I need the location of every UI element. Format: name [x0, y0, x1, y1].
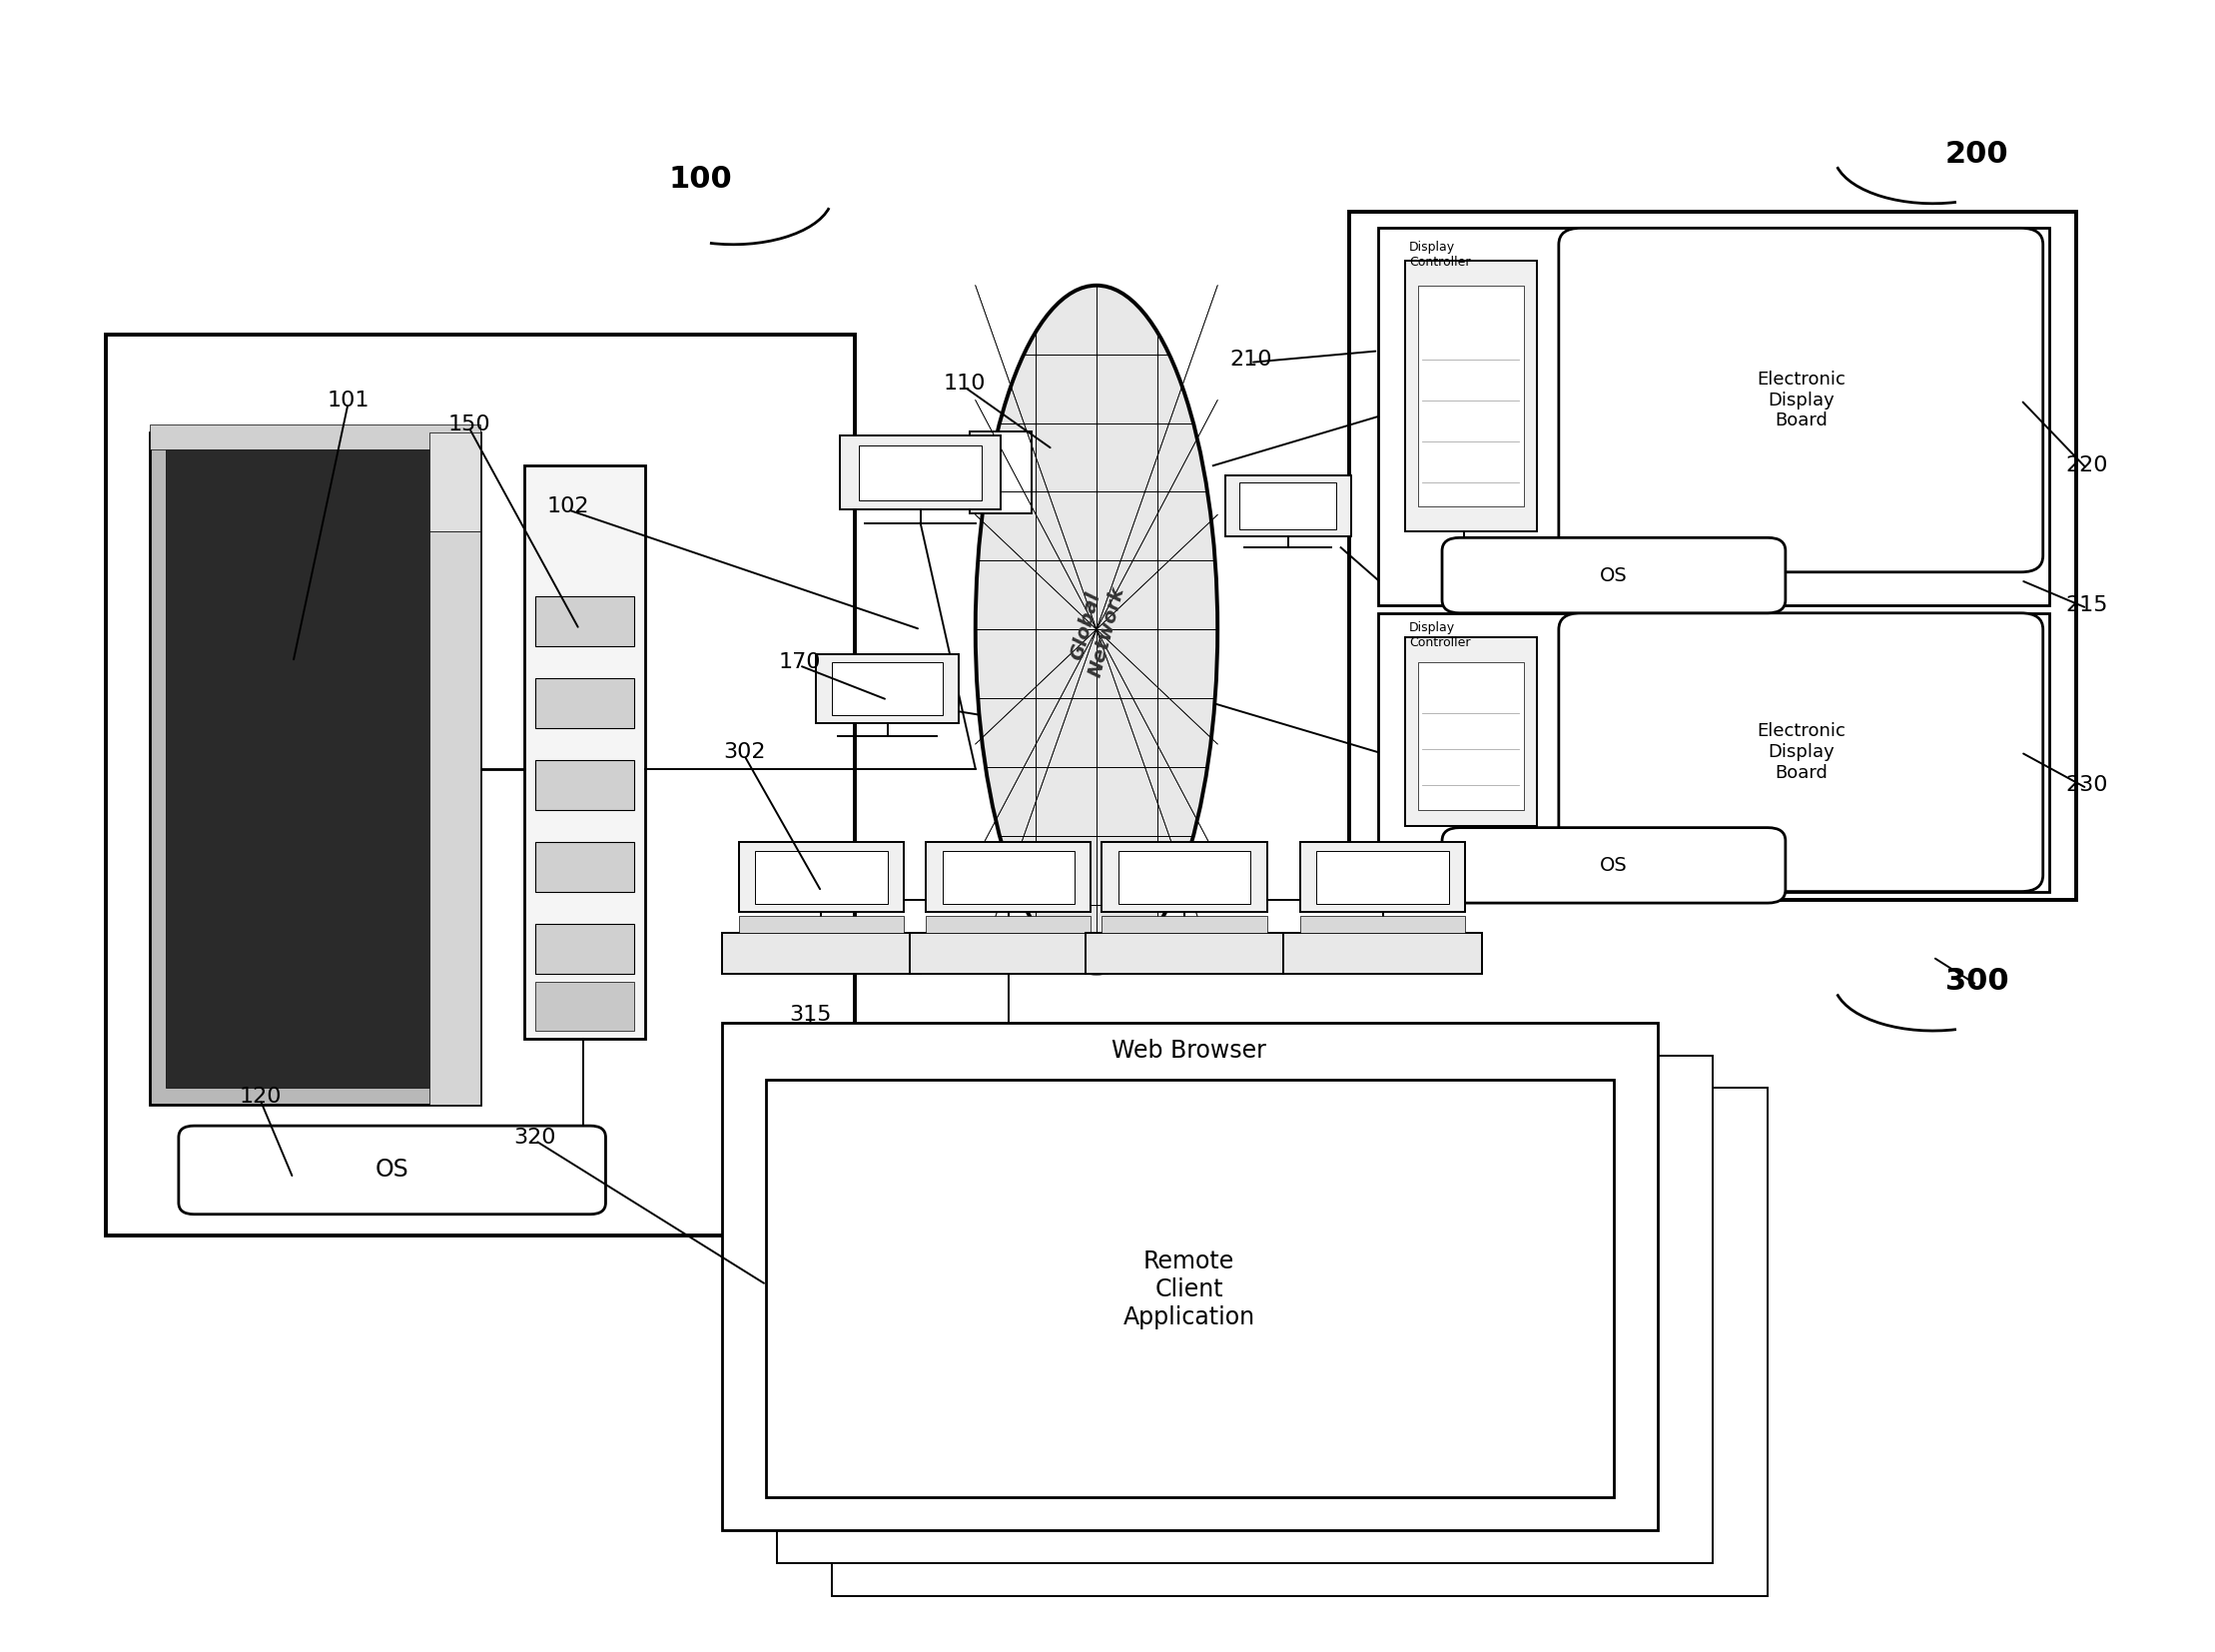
Text: 101: 101	[328, 390, 370, 410]
Bar	[536, 923, 633, 973]
Bar	[166, 449, 430, 1089]
Text: 200: 200	[1945, 140, 2009, 169]
Bar	[151, 425, 481, 449]
Text: 100: 100	[669, 165, 733, 193]
Text: 300: 300	[1945, 966, 2009, 996]
Bar	[1404, 638, 1537, 826]
Bar	[833, 1089, 1768, 1596]
Text: Global
Network: Global Network	[1065, 580, 1127, 679]
Bar	[1316, 851, 1449, 904]
FancyBboxPatch shape	[1559, 228, 2042, 572]
FancyBboxPatch shape	[1442, 828, 1785, 904]
Bar	[740, 843, 904, 912]
Text: OS: OS	[1599, 567, 1628, 585]
Bar	[910, 932, 1108, 973]
Bar	[1225, 476, 1351, 537]
FancyBboxPatch shape	[179, 1125, 605, 1214]
Text: OS: OS	[374, 1158, 410, 1181]
Bar	[941, 851, 1074, 904]
Bar	[151, 433, 481, 1105]
Bar	[1282, 932, 1482, 973]
Bar	[839, 436, 1001, 509]
Text: Electronic
Display
Board: Electronic Display Board	[1756, 722, 1845, 781]
Text: Remote
Client
Application: Remote Client Application	[1123, 1251, 1256, 1330]
Text: 150: 150	[447, 415, 490, 434]
Bar	[1378, 613, 2049, 892]
Bar	[859, 444, 981, 501]
Text: 220: 220	[2067, 456, 2109, 476]
Bar	[430, 433, 481, 532]
Text: 110: 110	[944, 373, 986, 393]
Bar	[536, 981, 633, 1031]
Text: OS: OS	[1599, 856, 1628, 876]
Bar	[926, 843, 1092, 912]
Bar	[766, 1080, 1615, 1498]
Text: Display
Controller: Display Controller	[1409, 621, 1471, 649]
Bar	[1085, 932, 1282, 973]
Bar	[536, 596, 633, 646]
Bar	[1418, 286, 1524, 507]
Bar	[777, 1056, 1712, 1563]
Text: 120: 120	[239, 1087, 281, 1107]
Bar	[722, 1023, 1657, 1530]
FancyBboxPatch shape	[1442, 537, 1785, 613]
Bar	[833, 662, 941, 715]
Bar	[106, 335, 855, 1236]
Text: 215: 215	[2067, 595, 2109, 615]
Bar	[926, 917, 1092, 932]
Bar	[1300, 917, 1464, 932]
Text: Web Browser: Web Browser	[1112, 1039, 1267, 1062]
Bar	[1119, 851, 1251, 904]
Bar	[536, 760, 633, 809]
Text: 170: 170	[777, 653, 820, 672]
Bar	[722, 932, 921, 973]
Bar	[1240, 482, 1336, 530]
Bar	[740, 917, 904, 932]
Bar	[815, 654, 959, 724]
Bar	[1404, 261, 1537, 532]
Bar	[536, 843, 633, 892]
Text: 210: 210	[1229, 349, 1271, 368]
Bar	[1418, 662, 1524, 809]
Bar	[1103, 917, 1267, 932]
Text: 230: 230	[2067, 775, 2109, 795]
Text: 315: 315	[789, 1004, 831, 1024]
Text: Electronic
Display
Board: Electronic Display Board	[1756, 370, 1845, 430]
Text: 320: 320	[514, 1127, 556, 1146]
Bar	[1103, 843, 1267, 912]
Bar	[1349, 211, 2075, 900]
Text: Display
Controller: Display Controller	[1409, 241, 1471, 269]
Bar	[430, 532, 481, 1105]
Bar	[525, 466, 645, 1039]
Bar	[970, 431, 1032, 514]
Ellipse shape	[975, 286, 1218, 973]
Bar	[1378, 228, 2049, 605]
Text: 302: 302	[722, 742, 766, 762]
Bar	[536, 679, 633, 729]
FancyBboxPatch shape	[1559, 613, 2042, 892]
Bar	[981, 436, 1043, 519]
Bar	[1300, 843, 1464, 912]
Bar	[755, 851, 888, 904]
Text: 102: 102	[547, 497, 589, 517]
